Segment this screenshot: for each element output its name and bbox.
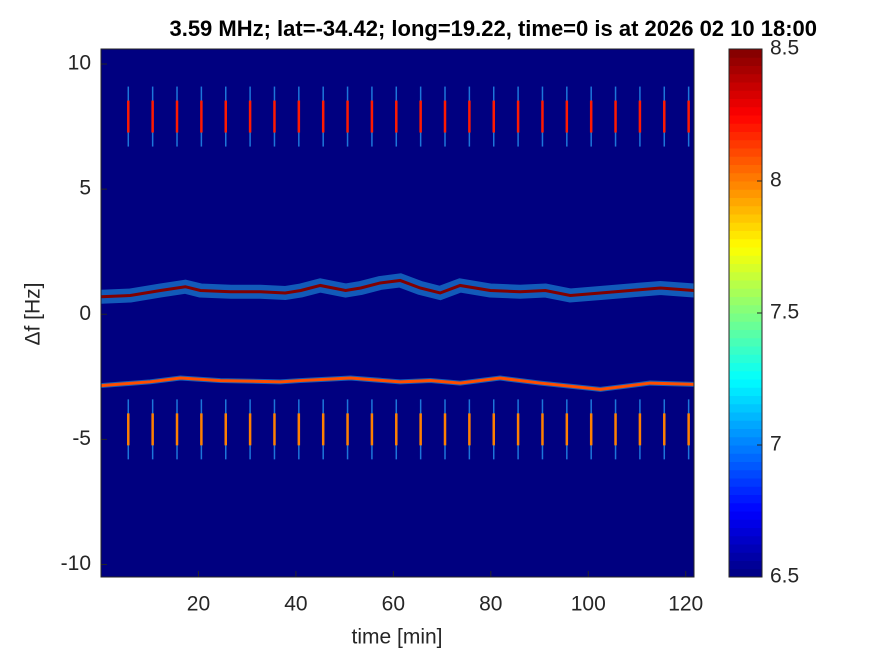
colorbar-cell xyxy=(729,222,762,231)
colorbar-cell xyxy=(729,296,762,306)
colorbar-cell xyxy=(729,511,762,520)
plot-frame xyxy=(100,48,695,578)
colorbar-cell xyxy=(729,65,762,75)
colorbar-cell xyxy=(729,436,762,446)
colorbar-tick-label: 8.5 xyxy=(770,37,799,60)
y-axis-label: Δf [Hz] xyxy=(22,282,45,345)
colorbar-cell xyxy=(729,354,762,363)
colorbar-cell xyxy=(729,478,762,487)
colorbar-cell xyxy=(729,486,762,495)
colorbar-cell xyxy=(729,90,762,99)
colorbar-cell xyxy=(729,403,762,413)
trace xyxy=(100,278,695,299)
colorbar-cell xyxy=(729,362,762,372)
colorbar-cell xyxy=(729,98,762,108)
colorbar-cell xyxy=(729,453,762,462)
y-tick-label: 5 xyxy=(79,177,91,200)
colorbar-cell xyxy=(729,156,762,165)
colorbar-cell xyxy=(729,469,762,479)
x-tick-label: 120 xyxy=(668,593,703,616)
colorbar-cell xyxy=(729,313,762,322)
trace xyxy=(100,376,695,391)
x-tick-label: 100 xyxy=(571,593,606,616)
colorbar-cell xyxy=(729,461,762,471)
colorbar-cell xyxy=(729,370,762,380)
colorbar-tick-label: 8 xyxy=(770,169,782,192)
colorbar-cell xyxy=(729,304,762,314)
y-tick-label: -10 xyxy=(61,552,91,575)
y-tick-label: 0 xyxy=(79,302,91,325)
colorbar-cell xyxy=(729,552,762,561)
colorbar-cell xyxy=(729,428,762,438)
colorbar-cell xyxy=(729,255,762,264)
colorbar-cell xyxy=(729,329,762,339)
colorbar-cell xyxy=(729,535,762,545)
colorbar-tick-label: 6.5 xyxy=(770,565,799,588)
colorbar-cell xyxy=(729,123,762,132)
x-tick-label: 80 xyxy=(479,593,502,616)
y-tick-label: 10 xyxy=(68,52,91,75)
colorbar-cell xyxy=(729,337,762,347)
colorbar-cell xyxy=(729,271,762,281)
colorbar-cell xyxy=(729,502,762,512)
colorbar-cell xyxy=(729,288,762,297)
colorbar-cell xyxy=(729,238,762,248)
colorbar-cell xyxy=(729,420,762,429)
colorbar-cell xyxy=(729,395,762,405)
colorbar-cell xyxy=(729,106,762,116)
colorbar-cell xyxy=(729,494,762,504)
x-tick-label: 20 xyxy=(187,593,210,616)
colorbar-cell xyxy=(729,379,762,388)
chart-title: 3.59 MHz; lat=-34.42; long=19.22, time=0… xyxy=(169,16,817,41)
colorbar-tick-label: 7 xyxy=(770,433,782,456)
colorbar-cell xyxy=(729,387,762,396)
colorbar-cell xyxy=(729,346,762,355)
colorbar-cell xyxy=(729,280,762,289)
colorbar-cell xyxy=(729,181,762,190)
colorbar-cell xyxy=(729,197,762,207)
colorbar-cell xyxy=(729,214,762,223)
colorbar-cell xyxy=(729,247,762,256)
colorbar-cell xyxy=(729,519,762,528)
colorbar-cell xyxy=(729,115,762,124)
x-axis-label: time [min] xyxy=(351,626,442,649)
colorbar-tick-label: 7.5 xyxy=(770,301,799,324)
colorbar-cell xyxy=(729,73,762,83)
colorbar-cell xyxy=(729,131,762,141)
colorbar-cell xyxy=(729,148,762,157)
colorbar-cell xyxy=(729,172,762,182)
colorbar-cell xyxy=(729,82,762,91)
y-tick-label: -5 xyxy=(72,427,91,450)
colorbar-cell xyxy=(729,205,762,215)
colorbar-cell xyxy=(729,49,762,58)
colorbar-cell xyxy=(729,57,762,66)
colorbar-cell xyxy=(729,139,762,149)
colorbar-cell xyxy=(729,412,762,421)
colorbar-cell xyxy=(729,568,762,578)
colorbar-cell xyxy=(729,189,762,198)
x-tick-label: 60 xyxy=(382,593,405,616)
colorbar-cell xyxy=(729,560,762,570)
plot-background xyxy=(101,49,694,577)
colorbar-cell xyxy=(729,445,762,454)
colorbar-cell xyxy=(729,321,762,330)
colorbar-cell xyxy=(729,164,762,174)
colorbar-cell xyxy=(729,527,762,537)
colorbar-cell xyxy=(729,263,762,273)
x-tick-label: 40 xyxy=(284,593,307,616)
colorbar-cell xyxy=(729,544,762,553)
colorbar-cell xyxy=(729,230,762,240)
